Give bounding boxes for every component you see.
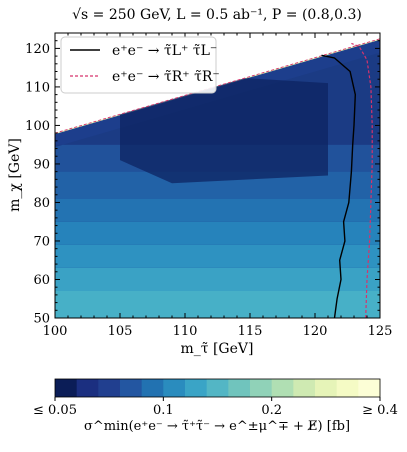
legend-box [60, 36, 217, 94]
y-tick-label: 60 [33, 273, 50, 288]
colorbar-tick-label: 0.2 [261, 403, 282, 418]
colorbar-ticks: ≤ 0.05 0.1 0.2 ≥ 0.4 [33, 397, 398, 418]
series-line-0 [321, 54, 357, 318]
x-tick-label: 115 [238, 324, 263, 339]
y-tick-label: 120 [25, 42, 50, 57]
colorbar-tick-label: ≥ 0.4 [362, 403, 398, 418]
colorbar-cell [98, 379, 121, 397]
mass-band-0 [55, 291, 380, 318]
colorbar-tick-label: ≤ 0.05 [33, 403, 77, 418]
x-tick-label: 125 [368, 324, 393, 339]
plot-area [55, 33, 380, 318]
colorbar-cell [315, 379, 338, 397]
colorbar-tick-label: 0.1 [153, 403, 174, 418]
colorbar-cell [185, 379, 208, 397]
legend-label-left: e⁺e⁻ → τ̃L⁺ τ̃L⁻ [112, 43, 217, 59]
colorbar-cell [228, 379, 251, 397]
colorbar-cell [206, 379, 229, 397]
series-line-1 [351, 42, 373, 318]
colorbar [54, 378, 381, 398]
colorbar-cell [293, 379, 316, 397]
y-tick-label: 70 [33, 234, 50, 249]
colorbar-label: σ^min(e⁺e⁻ → τ̃⁺τ̃⁻ → e^±μ^∓ + E̸) [fb] [84, 419, 350, 434]
x-tick-label: 100 [43, 324, 68, 339]
colorbar-cell [55, 379, 78, 397]
x-tick-label: 105 [108, 324, 133, 339]
plot-frame [54, 32, 381, 319]
colorbar-cell [141, 379, 164, 397]
colorbar-cell [250, 379, 273, 397]
mass-band-3 [55, 221, 380, 245]
heatmap-dark-core [120, 75, 328, 184]
series-layer [321, 42, 373, 318]
colorbar-frame [54, 378, 381, 398]
mass-band-5 [55, 171, 380, 199]
mass-band-4 [55, 198, 380, 222]
y-ticks: 50 60 70 80 90 100 110 120 [25, 32, 380, 327]
colorbar-cell [336, 379, 359, 397]
colorbar-cell [163, 379, 186, 397]
y-tick-label: 80 [33, 196, 50, 211]
kinematic-boundary-line [55, 38, 380, 134]
chart-title: √s = 250 GeV, L = 0.5 ab⁻¹, P = (0.8,0.3… [72, 7, 362, 23]
y-axis-label: m_χ [GeV] [7, 138, 23, 212]
x-tick-label: 110 [173, 324, 198, 339]
colorbar-cell [358, 379, 381, 397]
y-tick-label: 100 [25, 119, 50, 134]
colorbar-cell [76, 379, 99, 397]
x-tick-label: 120 [303, 324, 328, 339]
mass-band-2 [55, 244, 380, 268]
y-tick-label: 50 [33, 312, 50, 327]
x-axis-label: m_τ̃ [GeV] [181, 341, 254, 357]
y-tick-label: 110 [25, 80, 50, 95]
legend: e⁺e⁻ → τ̃L⁺ τ̃L⁻ e⁺e⁻ → τ̃R⁺ τ̃R⁻ [60, 36, 220, 94]
colorbar-cell [271, 379, 294, 397]
x-ticks: 100 105 110 115 120 125 [43, 33, 393, 339]
colorbar-cell [120, 379, 143, 397]
mass-band-1 [55, 267, 380, 292]
legend-label-right: e⁺e⁻ → τ̃R⁺ τ̃R⁻ [112, 69, 220, 85]
y-tick-label: 90 [33, 157, 50, 172]
